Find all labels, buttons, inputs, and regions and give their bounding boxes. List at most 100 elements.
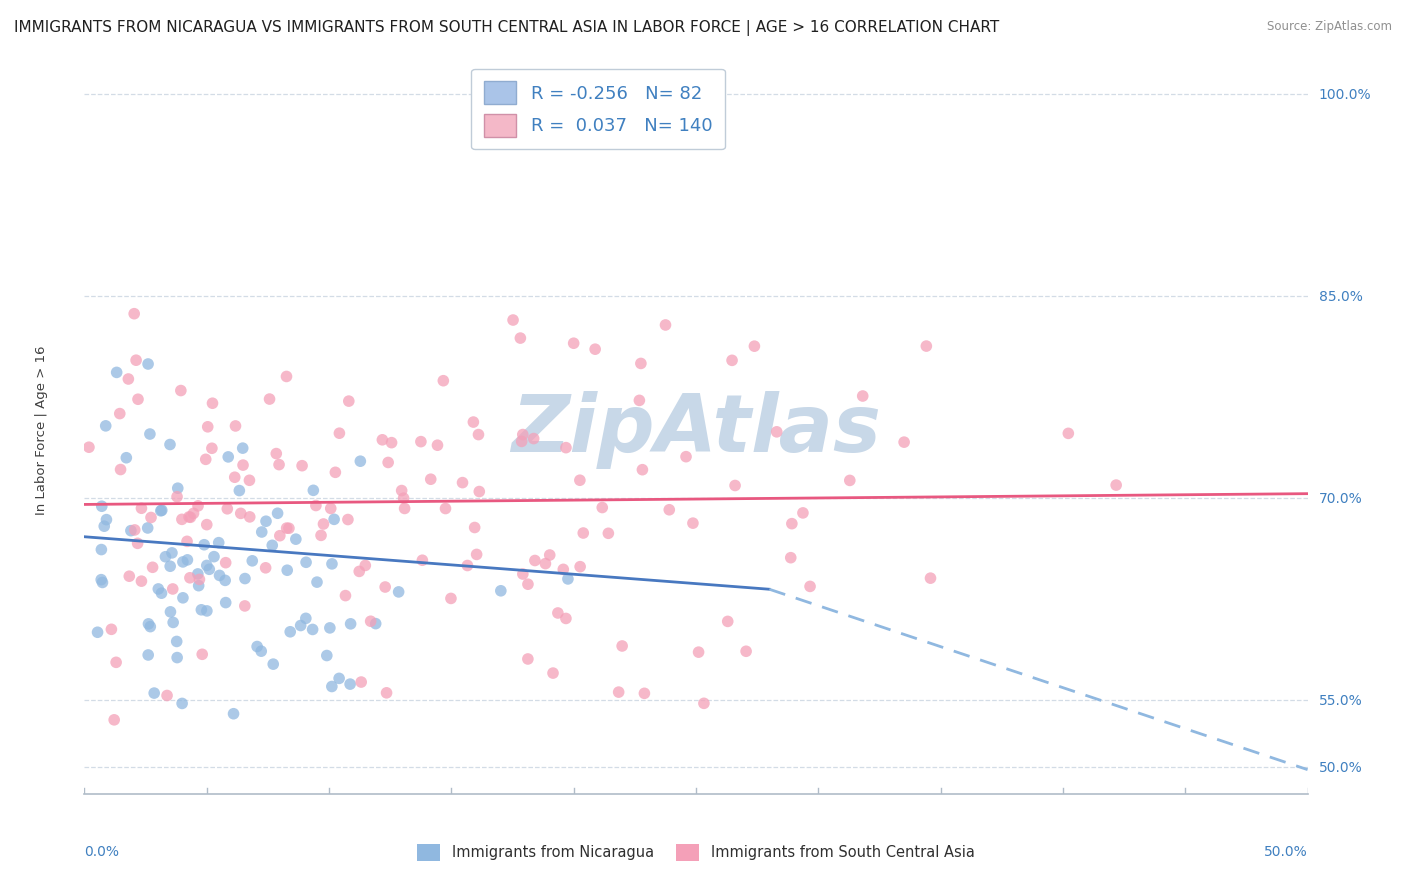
Point bbox=[215, 556, 238, 570]
Point bbox=[315, 648, 337, 663]
Text: 0.0%: 0.0% bbox=[84, 845, 120, 859]
Point bbox=[364, 616, 387, 631]
Point bbox=[139, 510, 162, 524]
Point bbox=[557, 572, 579, 586]
Point bbox=[136, 648, 159, 662]
Point bbox=[290, 618, 312, 632]
Point bbox=[90, 500, 112, 514]
Point bbox=[136, 521, 159, 535]
Text: 50.0%: 50.0% bbox=[1264, 845, 1308, 859]
Point bbox=[337, 394, 360, 409]
Point bbox=[138, 616, 160, 631]
Point bbox=[195, 517, 218, 532]
Point bbox=[464, 520, 486, 534]
Point bbox=[409, 434, 432, 449]
Point bbox=[122, 307, 145, 321]
Point bbox=[630, 356, 652, 370]
Point bbox=[125, 353, 148, 368]
Point bbox=[179, 571, 201, 585]
Point bbox=[232, 458, 254, 472]
Point bbox=[509, 331, 531, 345]
Point bbox=[176, 534, 198, 549]
Point bbox=[149, 504, 172, 518]
Point bbox=[309, 528, 332, 542]
Point bbox=[224, 470, 246, 484]
Point bbox=[744, 339, 766, 353]
Point bbox=[238, 473, 260, 487]
Point bbox=[675, 450, 697, 464]
Legend: Immigrants from Nicaragua, Immigrants from South Central Asia: Immigrants from Nicaragua, Immigrants fr… bbox=[411, 838, 981, 866]
Point bbox=[156, 689, 179, 703]
Point bbox=[139, 427, 162, 442]
Point bbox=[77, 440, 100, 454]
Point bbox=[120, 524, 142, 538]
Point bbox=[693, 696, 716, 710]
Point bbox=[179, 510, 201, 524]
Point bbox=[166, 650, 188, 665]
Point bbox=[202, 549, 225, 564]
Point bbox=[201, 442, 224, 456]
Point bbox=[139, 619, 162, 633]
Point bbox=[124, 523, 146, 537]
Point bbox=[239, 509, 262, 524]
Point bbox=[222, 706, 245, 721]
Point bbox=[572, 526, 595, 541]
Point bbox=[276, 521, 298, 535]
Point bbox=[155, 549, 177, 564]
Point bbox=[610, 639, 633, 653]
Point bbox=[451, 475, 474, 490]
Point bbox=[568, 473, 591, 487]
Point bbox=[375, 686, 398, 700]
Point bbox=[465, 548, 488, 562]
Point bbox=[523, 432, 546, 446]
Point bbox=[170, 512, 193, 526]
Point bbox=[598, 526, 620, 541]
Point bbox=[523, 553, 546, 567]
Point bbox=[349, 565, 371, 579]
Point bbox=[228, 483, 250, 498]
Point bbox=[264, 447, 287, 461]
Point bbox=[170, 384, 193, 398]
Point bbox=[489, 583, 512, 598]
Point bbox=[1105, 478, 1128, 492]
Point bbox=[555, 441, 578, 455]
Point bbox=[284, 532, 307, 546]
Point bbox=[177, 509, 200, 524]
Point bbox=[90, 573, 112, 587]
Point bbox=[276, 369, 298, 384]
Point bbox=[267, 458, 290, 472]
Point bbox=[195, 558, 218, 573]
Point bbox=[765, 425, 787, 439]
Point bbox=[96, 513, 118, 527]
Point bbox=[305, 499, 328, 513]
Point bbox=[172, 697, 194, 711]
Point bbox=[117, 372, 139, 386]
Point bbox=[394, 501, 416, 516]
Point bbox=[100, 623, 122, 637]
Point bbox=[541, 666, 564, 681]
Point bbox=[225, 419, 247, 434]
Point bbox=[159, 605, 181, 619]
Point bbox=[240, 554, 263, 568]
Point bbox=[512, 567, 534, 582]
Point bbox=[323, 512, 346, 526]
Point bbox=[852, 389, 875, 403]
Point bbox=[197, 419, 219, 434]
Point bbox=[91, 575, 114, 590]
Point bbox=[190, 603, 212, 617]
Point bbox=[201, 396, 224, 410]
Point bbox=[191, 648, 214, 662]
Point bbox=[411, 553, 433, 567]
Point bbox=[183, 506, 205, 520]
Point bbox=[86, 625, 108, 640]
Point bbox=[780, 516, 803, 531]
Point bbox=[312, 516, 335, 531]
Point bbox=[105, 365, 128, 379]
Point bbox=[233, 572, 256, 586]
Point bbox=[838, 474, 860, 488]
Text: Source: ZipAtlas.com: Source: ZipAtlas.com bbox=[1267, 20, 1392, 33]
Point bbox=[295, 555, 318, 569]
Point bbox=[195, 604, 218, 618]
Point bbox=[305, 575, 328, 590]
Point bbox=[377, 455, 399, 469]
